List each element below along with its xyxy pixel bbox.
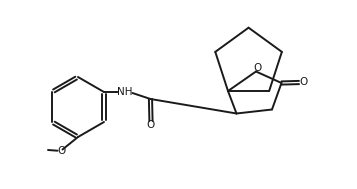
Text: O: O bbox=[57, 146, 65, 156]
Text: O: O bbox=[300, 77, 308, 88]
Text: O: O bbox=[254, 63, 262, 73]
Text: O: O bbox=[147, 121, 155, 130]
Text: NH: NH bbox=[117, 87, 133, 97]
